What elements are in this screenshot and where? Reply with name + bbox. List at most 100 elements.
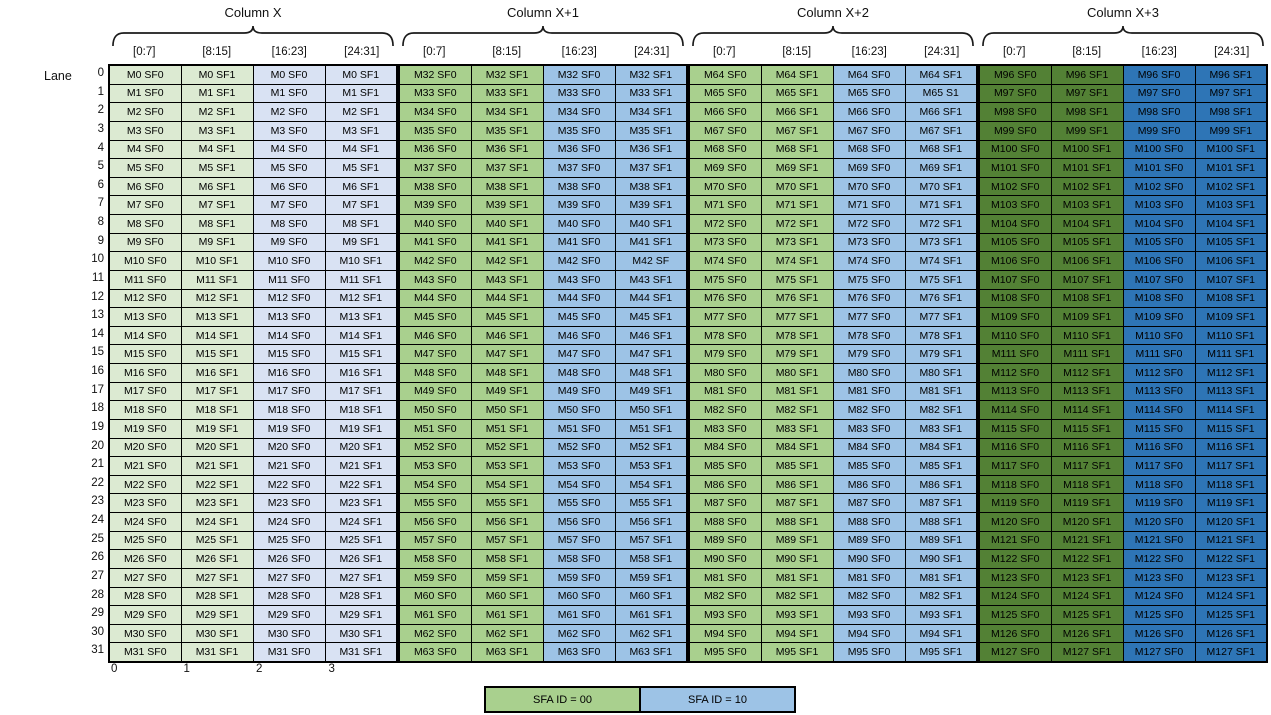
cell: M101 SF1	[1050, 158, 1124, 178]
cell: M110 SF0	[1122, 325, 1196, 346]
cell: M88 SF0	[832, 512, 906, 532]
cell: M109 SF0	[978, 307, 1052, 327]
cell: M75 SF0	[688, 269, 762, 290]
lane-number: 4	[97, 141, 104, 154]
cell: M64 SF1	[760, 64, 834, 85]
cell: M78 SF1	[904, 325, 978, 346]
brace-icon	[402, 26, 684, 46]
cell: M18 SF0	[108, 400, 182, 420]
cell: M28 SF0	[252, 586, 326, 607]
table-row: M122 SF0 M122 SF1 M122 SF0 M122 SF1	[978, 549, 1268, 569]
table-row: M11 SF0 M11 SF1 M11 SF0 M11 SF1	[108, 269, 398, 290]
cell: M14 SF1	[324, 325, 398, 346]
cell: M83 SF0	[832, 418, 906, 439]
cell: M33 SF0	[542, 83, 616, 104]
cell: M65 SF1	[760, 83, 834, 104]
cell: M94 SF0	[832, 623, 906, 644]
cell: M23 SF1	[180, 493, 254, 513]
cell: M45 SF0	[542, 307, 616, 327]
cell: M118 SF0	[1122, 474, 1196, 495]
cell: M107 SF0	[1122, 269, 1196, 290]
cell: M98 SF0	[978, 102, 1052, 122]
cell: M88 SF1	[760, 512, 834, 532]
cell: M0 SF0	[252, 64, 326, 85]
cell: M19 SF1	[180, 418, 254, 439]
byte-range-header: [24:31]	[634, 46, 670, 58]
cell: M56 SF1	[470, 512, 544, 532]
table-row: M85 SF0 M85 SF1 M85 SF0 M85 SF1	[688, 456, 978, 476]
lane-number: 0	[97, 67, 104, 79]
cell: M97 SF0	[978, 83, 1052, 104]
table-row: M82 SF0 M82 SF1 M82 SF0 M82 SF1	[688, 400, 978, 420]
cell: M82 SF0	[688, 400, 762, 420]
cell: M81 SF1	[904, 567, 978, 588]
cell: M109 SF0	[1122, 307, 1196, 327]
cell: M32 SF0	[542, 64, 616, 85]
cell: M86 SF0	[832, 474, 906, 495]
cell: M2 SF1	[324, 102, 398, 122]
cell: M103 SF0	[1122, 195, 1196, 215]
cell: M55 SF1	[614, 493, 688, 513]
cell: M27 SF0	[108, 567, 182, 588]
cell: M68 SF1	[760, 139, 834, 160]
cell: M4 SF1	[180, 139, 254, 160]
table-row: M94 SF0 M94 SF1 M94 SF0 M94 SF1	[688, 623, 978, 644]
table-row: M69 SF0 M69 SF1 M69 SF0 M69 SF1	[688, 158, 978, 178]
table-row: M81 SF0 M81 SF1 M81 SF0 M81 SF1	[688, 381, 978, 402]
cell: M19 SF0	[252, 418, 326, 439]
byte-range-header: [16:23]	[271, 46, 307, 58]
cell: M120 SF1	[1050, 512, 1124, 532]
lane-number: 11	[92, 271, 104, 284]
cell: M126 SF0	[1122, 623, 1196, 644]
cell: M50 SF0	[398, 400, 472, 420]
table-row: M39 SF0 M39 SF1 M39 SF0 M39 SF1	[398, 195, 688, 215]
cell: M100 SF0	[978, 139, 1052, 160]
cell: M48 SF1	[614, 363, 688, 383]
cell: M104 SF0	[1122, 214, 1196, 234]
cell: M30 SF0	[108, 623, 182, 644]
byte-range-header-row: [0:7] [8:15] [16:23] [24:31]	[108, 46, 398, 58]
cell: M29 SF0	[108, 605, 182, 625]
cell: M35 SF1	[614, 120, 688, 141]
cell: M3 SF1	[324, 120, 398, 141]
cell: M66 SF1	[760, 102, 834, 122]
cell: M67 SF0	[832, 120, 906, 141]
cell: M10 SF1	[324, 251, 398, 271]
table-row: M67 SF0 M67 SF1 M67 SF0 M67 SF1	[688, 120, 978, 141]
cell: M25 SF0	[108, 530, 182, 551]
cell: M47 SF0	[398, 344, 472, 364]
cell: M57 SF1	[614, 530, 688, 551]
lane-number: 7	[97, 197, 104, 210]
table-row: M60 SF0 M60 SF1 M60 SF0 M60 SF1	[398, 586, 688, 607]
lane-number: 13	[91, 309, 104, 322]
cell: M34 SF0	[398, 102, 472, 122]
cell: M25 SF0	[252, 530, 326, 551]
table-row: M83 SF0 M83 SF1 M83 SF0 M83 SF1	[688, 418, 978, 439]
cell: M75 SF1	[760, 269, 834, 290]
cell: M70 SF0	[832, 176, 906, 197]
cell: M48 SF0	[398, 363, 472, 383]
byte-range-header: [16:23]	[851, 46, 887, 58]
cell: M52 SF0	[542, 437, 616, 458]
cell: M44 SF1	[614, 288, 688, 309]
cell: M68 SF1	[904, 139, 978, 160]
cell: M38 SF0	[542, 176, 616, 197]
byte-range-header: [0:7]	[423, 46, 446, 58]
cell: M45 SF1	[614, 307, 688, 327]
cell: M78 SF0	[688, 325, 762, 346]
cell: M13 SF0	[108, 307, 182, 327]
cell: M106 SF0	[978, 251, 1052, 271]
cell: M10 SF1	[180, 251, 254, 271]
table-row: M70 SF0 M70 SF1 M70 SF0 M70 SF1	[688, 176, 978, 197]
cell: M58 SF1	[470, 549, 544, 569]
cell: M45 SF0	[398, 307, 472, 327]
lane-number: 1	[97, 85, 104, 98]
cell: M13 SF1	[180, 307, 254, 327]
cell: M2 SF0	[252, 102, 326, 122]
cell: M9 SF0	[108, 232, 182, 253]
cell: M124 SF0	[1122, 586, 1196, 607]
cell: M38 SF1	[614, 176, 688, 197]
cell: M108 SF1	[1050, 288, 1124, 309]
cell: M49 SF1	[614, 381, 688, 402]
table-row: M42 SF0 M42 SF1 M42 SF0 M42 SF	[398, 251, 688, 271]
